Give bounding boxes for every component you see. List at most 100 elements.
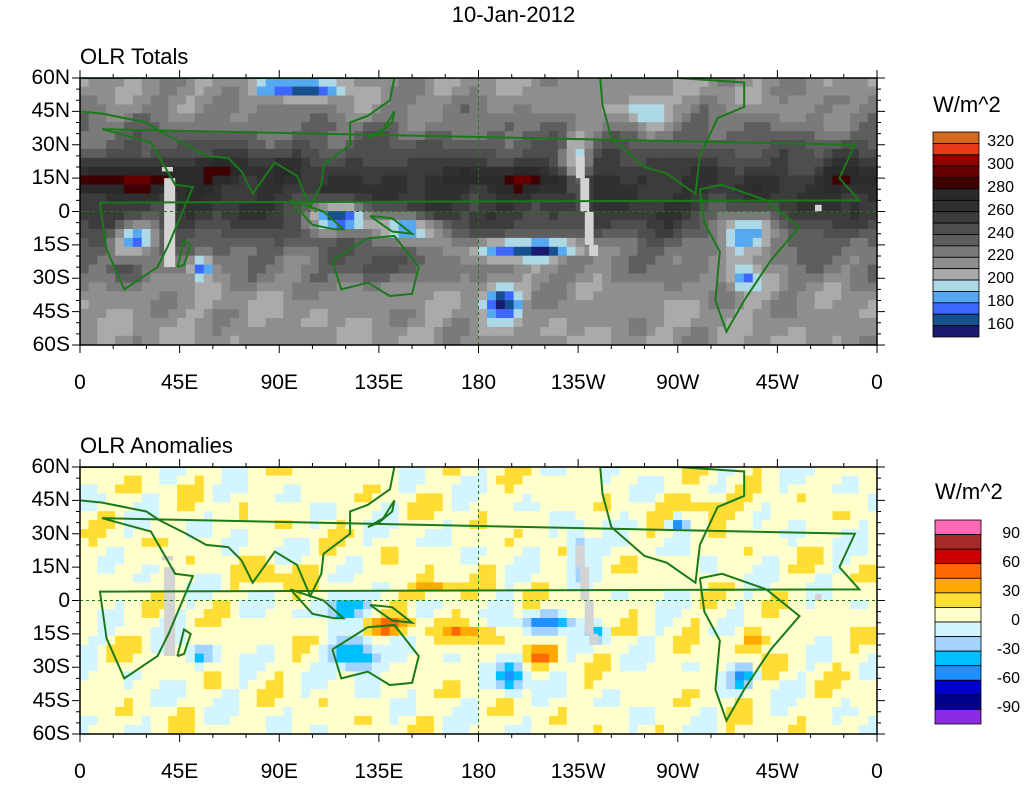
field-cell	[80, 529, 90, 539]
field-cell	[681, 175, 692, 186]
field-cell	[345, 86, 355, 97]
field-cell	[858, 193, 869, 203]
field-cell	[832, 546, 842, 557]
field-cell	[814, 104, 825, 114]
field-cell	[433, 273, 444, 283]
field-cell	[867, 113, 877, 123]
field-cell	[407, 546, 417, 557]
field-cell	[230, 591, 240, 601]
field-cell	[97, 529, 107, 539]
field-cell	[354, 618, 364, 628]
field-cell	[584, 564, 594, 575]
field-cell	[513, 662, 524, 672]
field-cell	[646, 626, 656, 637]
field-cell	[690, 493, 701, 503]
field-cell	[327, 662, 338, 672]
field-cell	[318, 255, 329, 266]
field-cell	[690, 529, 701, 539]
field-cell	[513, 600, 524, 610]
field-cell	[619, 175, 630, 186]
field-cell	[239, 653, 249, 664]
field-cell	[522, 600, 532, 610]
field-cell	[380, 493, 391, 503]
field-cell	[460, 546, 470, 557]
field-cell	[593, 309, 603, 319]
field-cell	[239, 148, 249, 159]
field-cell	[566, 211, 577, 221]
field-cell	[80, 113, 90, 123]
field-cell	[487, 335, 497, 345]
field-cell	[858, 600, 869, 610]
field-cell	[575, 300, 586, 310]
field-cell	[495, 78, 506, 88]
field-cell	[97, 309, 107, 319]
field-cell	[221, 520, 231, 530]
field-cell	[726, 582, 736, 592]
field-cell	[761, 662, 772, 672]
field-cell	[442, 202, 453, 212]
field-cell	[478, 113, 488, 123]
field-cell	[681, 529, 692, 539]
field-cell	[522, 493, 532, 503]
field-cell	[549, 237, 559, 248]
field-cell	[540, 229, 550, 239]
field-cell	[425, 86, 435, 97]
field-cell	[230, 609, 240, 619]
field-cell	[858, 140, 869, 150]
field-cell	[141, 211, 152, 221]
field-cell	[256, 671, 267, 681]
field-cell	[850, 318, 860, 328]
field-cell	[433, 220, 444, 230]
field-cell	[239, 609, 249, 619]
field-cell	[690, 653, 701, 664]
field-cell	[832, 467, 842, 477]
field-cell	[301, 273, 311, 283]
field-cell	[690, 131, 701, 141]
field-cell	[256, 184, 267, 194]
field-cell	[354, 662, 364, 672]
field-cell	[185, 140, 196, 150]
field-cell	[80, 104, 90, 114]
field-cell	[416, 229, 426, 239]
field-cell	[132, 600, 143, 610]
field-cell	[681, 122, 692, 132]
field-cell	[177, 609, 187, 619]
field-cell	[292, 166, 302, 177]
field-cell	[770, 291, 780, 301]
field-cell	[106, 246, 116, 257]
field-cell	[557, 467, 568, 477]
field-cell	[132, 104, 143, 114]
field-cell	[779, 546, 789, 557]
field-cell	[664, 600, 674, 610]
field-cell	[221, 318, 231, 328]
field-cell	[619, 475, 630, 486]
field-cell	[805, 662, 816, 672]
field-cell	[398, 309, 408, 319]
field-cell	[867, 326, 877, 337]
field-cell	[593, 140, 603, 150]
field-cell	[522, 148, 532, 159]
field-cell	[283, 309, 293, 319]
field-cell	[637, 264, 648, 275]
field-cell	[770, 484, 780, 494]
field-cell	[867, 157, 877, 168]
field-cell	[141, 309, 152, 319]
field-cell	[185, 104, 196, 114]
field-cell	[797, 609, 807, 619]
field-cell	[407, 626, 417, 637]
field-cell	[433, 475, 444, 486]
field-cell	[717, 564, 727, 575]
field-cell	[832, 264, 842, 275]
field-cell	[141, 282, 152, 292]
field-cell	[628, 175, 639, 186]
field-cell	[611, 555, 621, 566]
field-cell	[752, 184, 763, 194]
field-cell	[292, 246, 302, 257]
field-cell	[168, 671, 178, 681]
field-cell	[247, 564, 258, 575]
field-cell	[584, 318, 594, 328]
field-cell	[867, 148, 877, 159]
field-cell	[708, 493, 718, 503]
field-cell	[619, 282, 630, 292]
field-cell	[123, 618, 134, 628]
